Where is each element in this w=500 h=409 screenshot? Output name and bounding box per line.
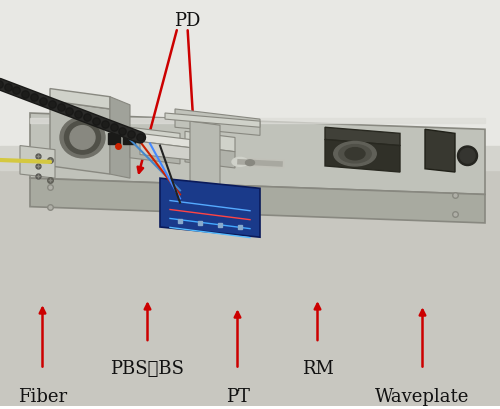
- Polygon shape: [165, 114, 260, 128]
- Bar: [108, 134, 120, 144]
- Polygon shape: [175, 110, 260, 136]
- Ellipse shape: [345, 148, 365, 160]
- Ellipse shape: [60, 118, 105, 158]
- Ellipse shape: [334, 142, 376, 166]
- Text: RM: RM: [302, 360, 334, 378]
- Text: Fiber: Fiber: [18, 387, 67, 405]
- Polygon shape: [185, 132, 235, 152]
- Ellipse shape: [70, 126, 95, 150]
- Polygon shape: [140, 142, 190, 160]
- Bar: [0, 146, 500, 171]
- Bar: [0, 154, 500, 406]
- Polygon shape: [30, 114, 485, 195]
- Text: PBS、BS: PBS、BS: [110, 360, 184, 378]
- Polygon shape: [130, 128, 180, 148]
- Ellipse shape: [460, 149, 475, 164]
- Polygon shape: [190, 122, 220, 203]
- Text: PT: PT: [226, 387, 250, 405]
- Polygon shape: [50, 89, 110, 110]
- Ellipse shape: [246, 160, 254, 166]
- Polygon shape: [160, 179, 260, 238]
- Ellipse shape: [339, 145, 371, 164]
- Polygon shape: [130, 142, 180, 164]
- Polygon shape: [30, 179, 485, 223]
- Ellipse shape: [64, 121, 100, 155]
- Bar: [30, 119, 485, 124]
- Polygon shape: [425, 130, 455, 173]
- Polygon shape: [50, 101, 110, 175]
- Ellipse shape: [232, 158, 248, 167]
- Text: PD: PD: [174, 12, 201, 30]
- Polygon shape: [185, 146, 235, 169]
- Bar: [122, 134, 135, 144]
- Polygon shape: [140, 134, 190, 148]
- Text: Waveplate: Waveplate: [376, 387, 470, 405]
- Polygon shape: [110, 97, 130, 179]
- Ellipse shape: [458, 146, 477, 166]
- Polygon shape: [20, 146, 55, 179]
- Polygon shape: [325, 128, 400, 146]
- Bar: [0, 0, 500, 154]
- Polygon shape: [325, 140, 400, 173]
